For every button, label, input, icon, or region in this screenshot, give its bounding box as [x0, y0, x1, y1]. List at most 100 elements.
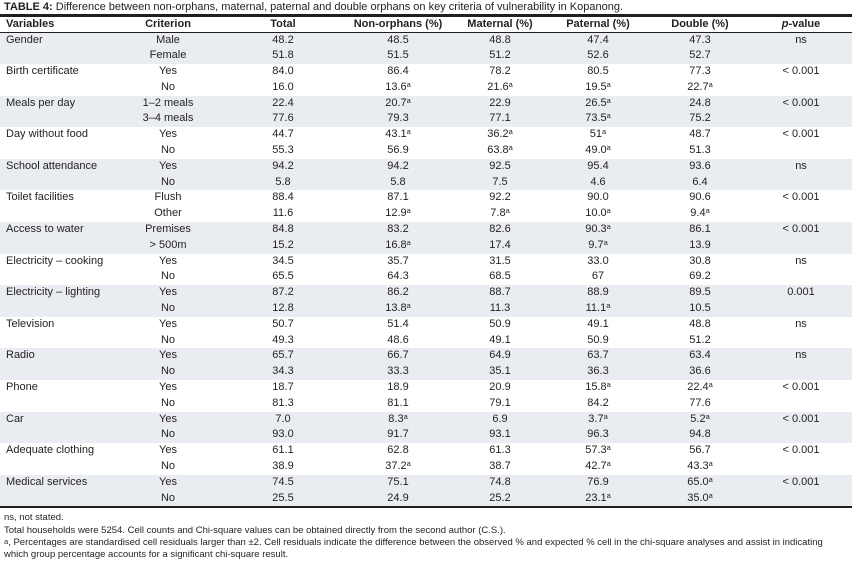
data-cell: 80.5	[587, 65, 609, 78]
table-top-rule	[0, 14, 852, 17]
variable-cell	[0, 175, 112, 191]
data-cell: 92.5	[489, 159, 511, 172]
data-cell: 57.3a	[585, 443, 611, 457]
variable-cell	[0, 459, 112, 475]
criterion-cell: No	[160, 175, 176, 188]
p-value-cell	[750, 301, 852, 317]
data-cell: 61.1	[272, 444, 294, 457]
criterion-cell: Yes	[159, 254, 177, 267]
data-cell: 77.6	[272, 112, 294, 125]
data-cell: 50.9	[489, 317, 511, 330]
data-cell: 17.4	[489, 238, 511, 251]
column-header-maternal: Maternal (%)	[454, 17, 546, 33]
variable-cell	[0, 238, 112, 254]
data-cell: 26.5a	[585, 95, 611, 109]
data-cell: 19.5a	[585, 79, 611, 93]
data-cell: 48.6	[387, 333, 409, 346]
table-body: Gender Male 48.2 48.5 48.8 47.4 47.3 ns Female 51…	[0, 32, 852, 508]
table-row: Electricity – lighting Yes 87.2 86.2 88.7 88.…	[0, 285, 852, 302]
data-cell: 23.1a	[585, 490, 611, 504]
data-cell: 84.2	[587, 396, 609, 409]
data-cell: 8.3a	[388, 411, 408, 425]
variable-cell	[0, 396, 112, 412]
p-value-cell	[750, 333, 852, 349]
data-cell: 22.7a	[687, 79, 713, 93]
column-header-variables: Variables	[0, 17, 112, 33]
table-row: Other 11.6 12.9a 7.8a 10.0a 9.4a	[0, 206, 852, 222]
data-cell: 88.4	[272, 191, 294, 204]
data-cell: 68.5	[489, 270, 511, 283]
p-value-cell	[750, 48, 852, 64]
variable-cell	[0, 491, 112, 508]
p-value-cell: < 0.001	[782, 475, 820, 488]
data-cell: 22.9	[489, 96, 511, 109]
data-cell: 22.4	[272, 96, 294, 109]
data-cell: 49.0a	[585, 143, 611, 157]
data-cell: 3.7a	[588, 411, 608, 425]
table-row: Birth certificate Yes 84.0 86.4 78.2 80.5 77.3…	[0, 64, 852, 80]
data-cell: 74.8	[489, 475, 511, 488]
data-cell: 44.7	[272, 128, 294, 141]
data-cell: 48.8	[689, 317, 711, 330]
table-row: No 16.0 13.6a 21.6a 19.5a 22.7a	[0, 80, 852, 96]
p-value-cell	[750, 427, 852, 443]
data-cell: 34.5	[272, 254, 294, 267]
data-cell: 77.3	[689, 65, 711, 78]
data-cell: 51.3	[689, 144, 711, 157]
variable-cell	[0, 48, 112, 64]
data-cell: 36.6	[689, 365, 711, 378]
criterion-cell: Other	[154, 207, 182, 220]
p-value-cell	[750, 491, 852, 508]
criterion-cell: Yes	[159, 475, 177, 488]
variable-cell: Electricity – cooking	[6, 254, 104, 267]
data-cell: 51.8	[272, 49, 294, 62]
p-value-cell: ns	[795, 254, 807, 267]
table-row: No 81.3 81.1 79.1 84.2 77.6	[0, 396, 852, 412]
data-cell: 84.0	[272, 65, 294, 78]
data-cell: 16.8a	[385, 237, 411, 251]
table-row: > 500m 15.2 16.8a 17.4 9.7a 13.9	[0, 237, 852, 254]
data-cell: 79.1	[489, 396, 511, 409]
p-value-cell: < 0.001	[782, 412, 820, 425]
table-row: Toilet facilities Flush 88.4 87.1 92.2 90.0 90…	[0, 190, 852, 206]
data-cell: 65.0a	[687, 474, 713, 488]
variable-cell: Radio	[6, 349, 35, 362]
table-row: 3–4 meals 77.6 79.3 77.1 73.5a 75.2	[0, 111, 852, 128]
data-cell: 88.9	[587, 286, 609, 299]
criterion-cell: 1–2 meals	[142, 96, 194, 109]
criterion-cell: 3–4 meals	[142, 112, 194, 125]
data-cell: 69.2	[689, 270, 711, 283]
data-cell: 86.2	[387, 286, 409, 299]
variable-cell: Birth certificate	[6, 65, 79, 78]
data-cell: 24.9	[387, 491, 409, 504]
p-value-cell	[750, 269, 852, 285]
data-cell: 52.6	[587, 49, 609, 62]
data-cell: 81.3	[272, 396, 294, 409]
variable-cell	[0, 206, 112, 222]
data-cell: 56.9	[387, 144, 409, 157]
variable-cell: Electricity – lighting	[6, 286, 101, 299]
data-cell: 12.8	[272, 302, 294, 315]
data-cell: 49.3	[272, 333, 294, 346]
data-cell: 21.6a	[487, 79, 513, 93]
variable-cell: School attendance	[6, 159, 98, 172]
criterion-cell: > 500m	[149, 238, 187, 251]
p-value-cell: 0.001	[787, 286, 815, 299]
criterion-cell: No	[160, 365, 176, 378]
table-row: Gender Male 48.2 48.5 48.8 47.4 47.3 ns	[0, 32, 852, 49]
p-value-cell: ns	[795, 349, 807, 362]
table-caption: Difference between non-orphans, maternal…	[55, 1, 624, 13]
data-cell: 20.9	[489, 381, 511, 394]
data-cell: 77.6	[689, 396, 711, 409]
criterion-cell: Yes	[159, 159, 177, 172]
table-row: Day without food Yes 44.7 43.1a 36.2a 51a 48.7…	[0, 127, 852, 143]
criterion-cell: Yes	[159, 317, 177, 330]
variable-cell: Day without food	[6, 128, 88, 141]
data-cell: 94.2	[272, 159, 294, 172]
p-value-cell	[750, 175, 852, 191]
table-row: No 34.3 33.3 35.1 36.3 36.6	[0, 364, 852, 381]
column-header-non-orphans: Non-orphans (%)	[342, 17, 454, 33]
data-cell: 83.2	[387, 223, 409, 236]
data-cell: 5.8	[275, 175, 291, 188]
